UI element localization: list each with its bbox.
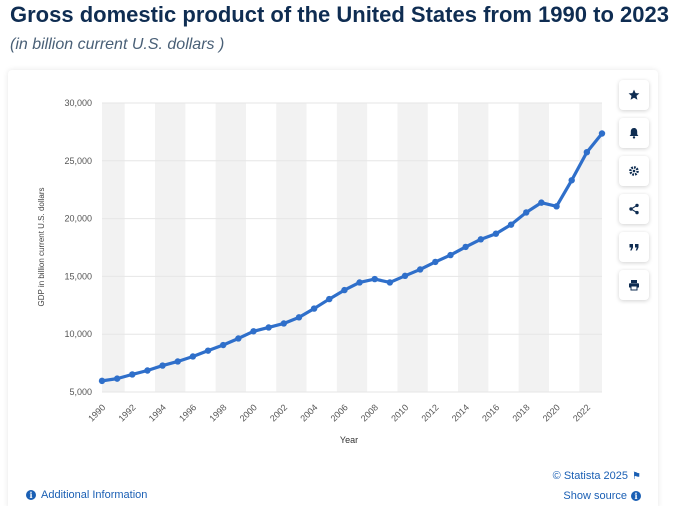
x-tick-label: 2012 <box>420 402 441 423</box>
data-point <box>280 320 288 327</box>
x-tick-label: 1996 <box>177 402 198 423</box>
print-icon <box>629 280 639 291</box>
x-tick-label: 2010 <box>389 402 410 423</box>
x-tick-label: 1998 <box>207 402 228 423</box>
print-button[interactable] <box>619 270 649 300</box>
gridlines <box>102 102 602 393</box>
data-point <box>113 375 121 382</box>
x-tick-label: 2006 <box>329 402 350 423</box>
column-band <box>579 103 602 392</box>
data-point <box>462 243 469 251</box>
data-point <box>523 209 530 216</box>
data-point <box>341 286 348 294</box>
show-source-label: Show source <box>563 490 627 502</box>
x-tick-label: 2022 <box>571 402 592 423</box>
copyright-text: © Statista 2025 <box>552 470 629 482</box>
data-point <box>416 266 424 273</box>
quote-icon <box>629 244 639 251</box>
x-tick-label: 2018 <box>510 402 531 423</box>
data-point <box>477 236 484 243</box>
data-point <box>492 230 500 237</box>
data-point <box>356 279 363 286</box>
y-tick-label: 15,000 <box>64 271 92 281</box>
y-tick-label: 10,000 <box>64 329 92 339</box>
data-point <box>129 371 136 378</box>
flag-icon: ⚑ <box>632 470 641 482</box>
chart-toolbar <box>619 80 649 308</box>
column-band <box>102 103 125 392</box>
data-point <box>371 275 378 283</box>
data-point <box>220 341 227 349</box>
x-tick-label: 2016 <box>480 402 501 423</box>
data-point <box>432 258 439 266</box>
data-point <box>538 199 545 206</box>
x-axis-ticks: 1990 1992 1994 1996 1998 2000 2002 2004 2006 2008… <box>86 402 592 423</box>
column-band <box>518 103 549 392</box>
y-tick-label: 5,000 <box>69 387 92 397</box>
data-point <box>235 335 242 342</box>
column-band <box>276 103 307 392</box>
chart-subtitle: (in billion current U.S. dollars ) <box>10 36 225 53</box>
data-point <box>295 314 303 321</box>
favorite-button[interactable] <box>619 80 649 110</box>
series-line <box>100 131 604 383</box>
column-band <box>397 103 428 392</box>
column-band <box>336 103 368 392</box>
data-point <box>583 148 591 156</box>
data-point <box>447 251 454 259</box>
data-point <box>310 305 318 312</box>
data-point <box>553 203 560 210</box>
column-band <box>215 103 246 392</box>
data-point <box>568 177 575 184</box>
star-icon <box>628 89 640 100</box>
info-icon: i <box>631 491 641 501</box>
data-point <box>204 347 212 354</box>
data-point <box>189 353 197 360</box>
bell-icon <box>629 128 639 139</box>
y-tick-label: 20,000 <box>64 214 92 224</box>
data-point <box>598 130 606 137</box>
x-tick-label: 2004 <box>298 402 319 423</box>
y-axis-ticks: 5,000 10,000 15,000 20,000 25,000 30,000 <box>64 98 92 397</box>
x-tick-label: 1994 <box>147 402 168 423</box>
settings-button[interactable] <box>619 156 649 186</box>
x-tick-label: 2014 <box>450 402 471 423</box>
x-tick-label: 2000 <box>238 402 259 423</box>
show-source-link[interactable]: Show source i <box>563 490 641 502</box>
data-point <box>250 328 257 335</box>
data-point <box>98 377 106 385</box>
data-point <box>507 221 515 228</box>
y-axis-label: GDP in billion current U.S. dollars <box>37 187 46 306</box>
x-tick-label: 2020 <box>541 402 562 423</box>
notification-button[interactable] <box>619 118 649 148</box>
additional-information-label: Additional Information <box>41 489 148 501</box>
data-point <box>174 358 181 365</box>
data-points <box>98 130 606 385</box>
data-point <box>386 279 394 286</box>
additional-information-link[interactable]: i Additional Information <box>26 489 147 501</box>
x-axis-label: Year <box>340 435 358 445</box>
column-band <box>155 103 186 392</box>
column-bands <box>102 103 602 392</box>
share-button[interactable] <box>619 194 649 224</box>
x-tick-label: 1990 <box>86 402 107 423</box>
copyright-notice[interactable]: © Statista 2025 ⚑ <box>553 470 641 482</box>
data-point <box>159 362 166 369</box>
y-tick-label: 30,000 <box>64 98 92 108</box>
y-tick-label: 25,000 <box>64 156 92 166</box>
chart-title: Gross domestic product of the United Sta… <box>10 2 669 27</box>
data-point <box>326 295 333 303</box>
x-tick-label: 2008 <box>359 402 380 423</box>
x-tick-label: 1992 <box>116 402 137 423</box>
data-point <box>265 324 272 331</box>
gear-icon <box>629 166 639 176</box>
x-tick-label: 2002 <box>268 402 289 423</box>
cite-button[interactable] <box>619 232 649 262</box>
share-icon <box>629 203 639 215</box>
info-icon: i <box>26 490 36 500</box>
data-point <box>144 367 151 374</box>
data-point <box>401 272 409 280</box>
